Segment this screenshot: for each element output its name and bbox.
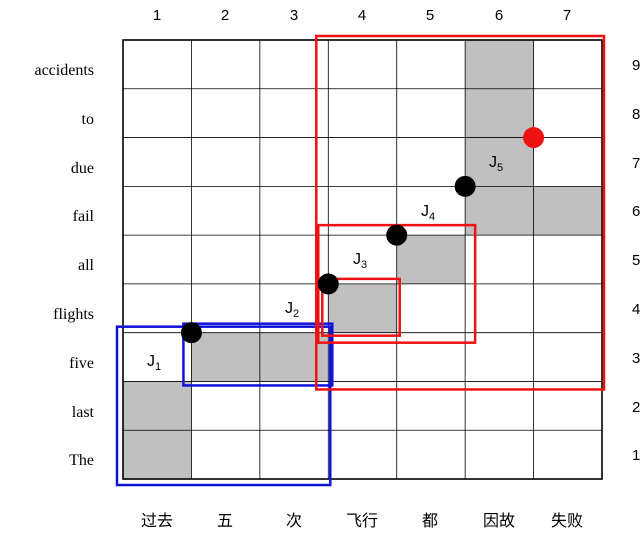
column-number: 7 [563,7,571,24]
chinese-word: 五 [217,511,233,530]
junction-point-j4 [454,175,476,197]
junction-label-j4: J4 [421,203,435,223]
chinese-word: 失败 [551,511,583,530]
chinese-word: 都 [422,511,438,530]
shaded-cell [123,430,192,480]
shaded-cell [191,332,260,382]
chinese-word: 飞行 [346,511,378,530]
row-number: 5 [632,252,640,269]
row-number: 8 [632,106,640,123]
english-word: all [78,257,95,274]
column-number: 5 [426,7,434,24]
column-number: 1 [153,7,161,24]
column-numbers: 1 2 3 4 5 6 7 [153,7,571,24]
chinese-word: 次 [286,511,302,530]
row-number: 4 [632,301,640,318]
junction-point-j1 [180,322,202,344]
shaded-cell [465,40,534,89]
row-number: 7 [632,155,640,172]
english-words: accidents to due fail all flights five l… [34,62,94,469]
row-number: 9 [632,57,640,74]
grid-border [122,39,603,480]
column-number: 4 [358,7,366,24]
chinese-word: 因故 [483,511,515,530]
junction-label-j5: J5 [489,154,503,174]
chinese-word: 过去 [141,511,173,530]
chinese-words: 过去 五 次 飞行 都 因故 失败 [141,511,583,530]
junction-point-j5 [523,127,545,149]
english-word: accidents [34,62,94,79]
phrase-boxes [115,34,606,487]
junction-label-j3: J3 [353,251,367,271]
shaded-cell [465,186,534,236]
english-word: The [69,452,94,469]
row-numbers: 9 8 7 6 5 4 3 2 1 [632,57,640,464]
red-small-box [321,277,401,337]
column-number: 6 [495,7,503,24]
junction-point-j3 [386,224,408,246]
row-number: 6 [632,203,640,220]
row-number: 1 [632,447,640,464]
junction-points [180,127,545,344]
shaded-cell [328,283,397,333]
row-number: 3 [632,350,640,367]
english-word: five [69,355,94,372]
shaded-cell [123,381,192,431]
english-word: due [71,160,94,177]
column-number: 3 [290,7,298,24]
shaded-cell [465,137,534,187]
english-word: flights [53,306,94,323]
row-number: 2 [632,399,640,416]
english-word: to [82,111,94,128]
shaded-cell [533,186,603,236]
blue-inner-box [182,322,334,387]
junction-label-j2: J2 [285,300,299,320]
grid-lines [122,39,603,480]
red-large-box [315,34,606,391]
junction-label-j1: J1 [147,353,161,373]
junction-labels: J1 J2 J3 J4 J5 [147,154,503,373]
blue-outer-box [115,325,332,487]
junction-point-j2 [317,273,339,295]
shaded-cell [465,88,534,138]
shaded-cell [396,235,466,284]
english-word: last [72,404,95,421]
column-number: 2 [221,7,229,24]
english-word: fail [73,208,95,225]
